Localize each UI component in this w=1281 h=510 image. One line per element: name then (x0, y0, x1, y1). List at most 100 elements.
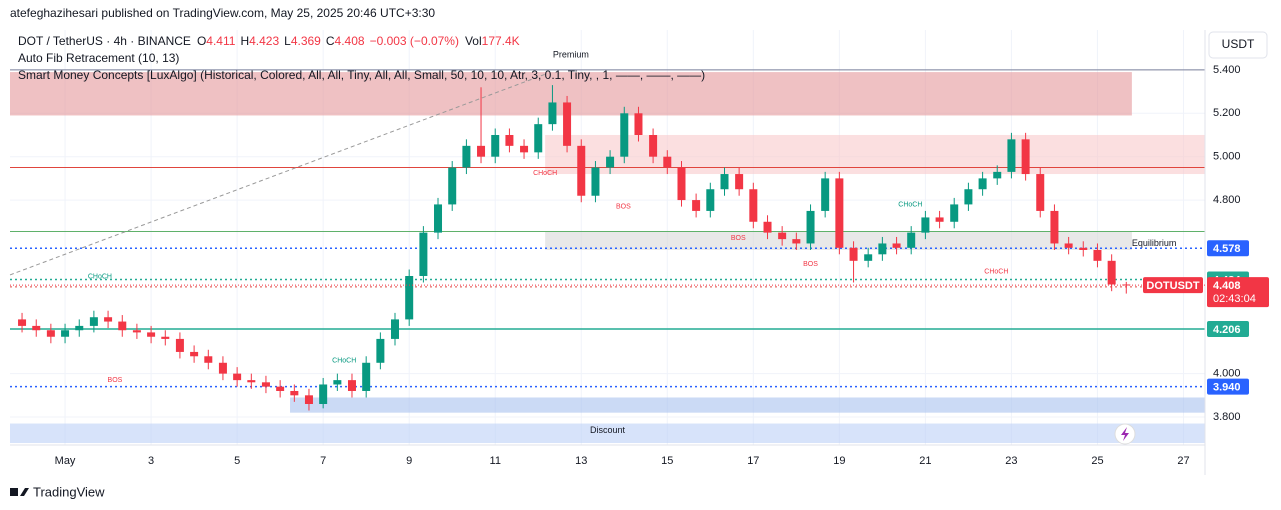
candle-body (462, 145, 471, 168)
ohlc-key: H (240, 34, 249, 48)
annotation: BOS (616, 203, 631, 210)
y-tick-label: 5.400 (1213, 64, 1241, 76)
candle-body (147, 332, 156, 337)
level-label: 4.578 (1213, 243, 1241, 255)
price-tag (1207, 277, 1269, 308)
symbol: DOT / TetherUS · 4h · BINANCE (18, 34, 191, 48)
candle-body (1007, 139, 1016, 172)
candle-body (505, 134, 514, 146)
candle-body (964, 189, 973, 205)
candle-body (577, 145, 586, 196)
candle-body (634, 113, 643, 135)
currency[interactable]: USDT (1222, 37, 1255, 51)
candle-body (247, 380, 256, 383)
candle-body (161, 336, 170, 339)
candle-body (1036, 174, 1045, 211)
candle-body (448, 167, 457, 205)
candle-body (993, 171, 1002, 179)
candle-body (1107, 260, 1116, 285)
candle-body (218, 362, 227, 374)
candle-body (362, 362, 371, 391)
level-label: 3.940 (1213, 382, 1241, 394)
brand: TradingView (33, 484, 105, 499)
candle-body (620, 113, 629, 157)
ohlc-value: 4.411 (206, 34, 235, 48)
candle-body (878, 243, 887, 255)
zone-label: Discount (590, 425, 626, 435)
candle-body (75, 325, 84, 331)
candle-body (778, 232, 787, 240)
candle-body (591, 167, 600, 196)
change: −0.003 (−0.07%) (370, 34, 459, 48)
candle-body (18, 319, 27, 326)
indicator: Smart Money Concepts [LuxAlgo] (Historic… (18, 68, 705, 82)
candle-body (735, 174, 744, 190)
y-tick-label: 4.000 (1213, 368, 1241, 380)
candle-body (32, 325, 41, 331)
x-tick-label: 13 (575, 455, 587, 467)
candle-body (333, 380, 342, 385)
candle-body (491, 134, 500, 157)
zone (290, 397, 1205, 413)
trendline (9, 73, 546, 276)
x-tick-label: 17 (747, 455, 759, 467)
x-tick-label: 7 (320, 455, 326, 467)
level-tag (1207, 320, 1249, 337)
annotation: CHoCH (984, 269, 1008, 276)
ohlc-value: 4.408 (335, 34, 365, 48)
candle-body (233, 373, 242, 381)
candle-body (304, 395, 313, 404)
x-tick-label: 21 (919, 455, 931, 467)
candle-body (677, 167, 686, 201)
candle-body (118, 321, 127, 331)
zone-label: Equilibrium (1132, 238, 1177, 248)
x-tick-label: 25 (1091, 455, 1103, 467)
candle-body (261, 382, 270, 387)
y-tick-label: 4.800 (1213, 194, 1241, 206)
candle-body (720, 174, 729, 190)
tv-logo (10, 488, 29, 496)
candle-body (1093, 249, 1102, 261)
ohlc-key: O (197, 34, 206, 48)
candle-body (1021, 139, 1030, 175)
vol: 177.4K (482, 34, 520, 48)
price-label: 4.408 (1213, 280, 1241, 292)
candle-body (419, 232, 428, 277)
candle-body (405, 276, 414, 320)
level-tag (1207, 378, 1249, 395)
annotation: BOS (108, 377, 123, 384)
candle-body (563, 102, 572, 146)
candle-body (1064, 243, 1073, 248)
annotation: CHoCH (88, 274, 112, 281)
candle-body (692, 200, 701, 211)
candle-body (806, 210, 815, 244)
y-tick-label: 5.000 (1213, 151, 1241, 163)
candle-body (935, 217, 944, 222)
currency-button[interactable] (1208, 31, 1268, 59)
annotation: BOS (731, 235, 746, 242)
candle-body (950, 204, 959, 222)
candle-body (849, 247, 858, 261)
candle-body (132, 330, 141, 333)
annotation: CHoCH (533, 170, 557, 177)
indicator: Auto Fib Retracement (10, 13) (18, 51, 179, 65)
candle-body (175, 338, 184, 352)
annotation: CHoCH (332, 357, 356, 364)
candle-body (190, 351, 199, 357)
candle-body (749, 189, 758, 222)
vol-key: Vol (465, 34, 482, 48)
candle-body (978, 178, 987, 190)
ohlc-key: L (284, 34, 291, 48)
bolt (1121, 427, 1129, 441)
x-tick-label: 27 (1177, 455, 1189, 467)
candle-body (104, 317, 113, 322)
candle-body (892, 243, 901, 248)
plot: Premium Equilibrium Discount CHoCH BOS CHoCH C… (9, 30, 1205, 445)
annotation: CHoCH (898, 201, 922, 208)
candle-body (907, 232, 916, 248)
candle-body (61, 330, 70, 337)
candle-body (376, 338, 385, 363)
candle-body (649, 134, 658, 157)
candle-body (663, 156, 672, 168)
candle-body (821, 178, 830, 211)
